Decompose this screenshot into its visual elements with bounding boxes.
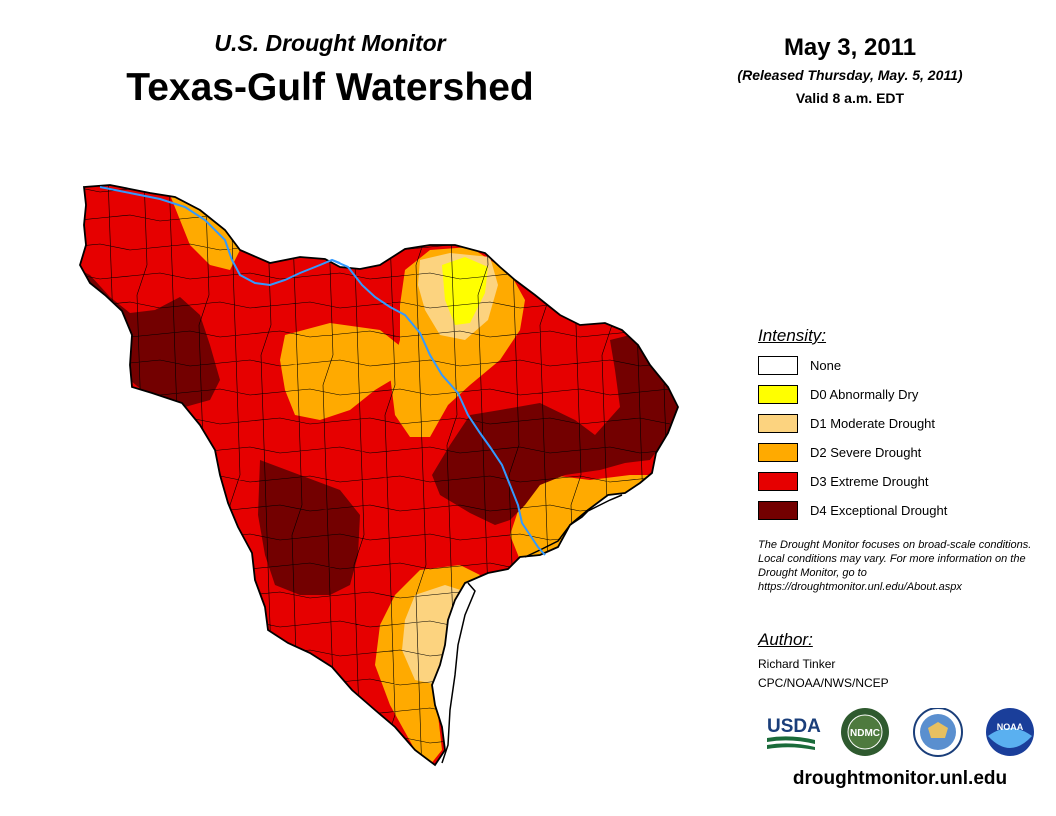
- legend-swatch: [758, 413, 798, 433]
- d4-exceptional-region: [432, 335, 678, 525]
- partner-logos: USDA NDMC NOAA: [767, 708, 1034, 757]
- map-date: May 3, 2011: [783, 34, 917, 61]
- author-heading: Author:: [758, 630, 813, 649]
- d2-severe-region: [280, 323, 405, 420]
- d2-severe-region: [170, 195, 240, 270]
- release-date: (Released Thursday, May. 5, 2011): [737, 67, 963, 83]
- legend-label: D1 Moderate Drought: [810, 415, 936, 431]
- legend-item: D0 Abnormally Dry: [758, 383, 918, 405]
- ndmc-logo: NDMC: [841, 708, 889, 756]
- legend-item: D2 Severe Drought: [758, 441, 921, 463]
- legend-title: Intensity:: [758, 326, 827, 345]
- eagle-seal-icon: [913, 708, 963, 757]
- red-river: [99, 186, 341, 287]
- map-subtitle: U.S. Drought Monitor: [214, 30, 446, 56]
- brazos-river: [331, 259, 546, 556]
- website-link[interactable]: droughtmonitor.unl.edu: [792, 768, 1008, 789]
- legend-swatch: [758, 384, 798, 404]
- legend-item: D1 Moderate Drought: [758, 412, 935, 434]
- usda-logo: USDA: [767, 716, 821, 750]
- legend-swatch: [758, 471, 798, 491]
- legend-swatch: [758, 442, 798, 462]
- noaa-logo: NOAA: [986, 708, 1034, 756]
- valid-time: Valid 8 a.m. EDT: [795, 90, 905, 106]
- svg-text:NOAA: NOAA: [997, 722, 1024, 732]
- coastline: [441, 494, 623, 764]
- legend-label: D3 Extreme Drought: [810, 473, 929, 489]
- d4-exceptional-region: [258, 460, 360, 595]
- legend-label: D2 Severe Drought: [810, 444, 922, 460]
- legend-label: D0 Abnormally Dry: [810, 386, 919, 402]
- author-name: Richard Tinker: [758, 657, 836, 671]
- legend-swatch: [758, 500, 798, 520]
- author-org: CPC/NOAA/NWS/NCEP: [758, 676, 889, 690]
- legend-label: None: [810, 357, 842, 373]
- legend-swatch: [758, 355, 798, 375]
- map-title: Texas-Gulf Watershed: [126, 66, 534, 109]
- legend-item: D4 Exceptional Drought: [758, 499, 947, 521]
- legend-item: None: [758, 354, 841, 376]
- legend-item: D3 Extreme Drought: [758, 470, 929, 492]
- svg-text:USDA: USDA: [767, 716, 821, 737]
- svg-text:NDMC: NDMC: [850, 728, 880, 739]
- drought-map: [79, 184, 679, 766]
- disclaimer-note: The Drought Monitor focuses on broad-sca…: [758, 539, 1032, 593]
- legend-label: D4 Exceptional Drought: [810, 502, 948, 518]
